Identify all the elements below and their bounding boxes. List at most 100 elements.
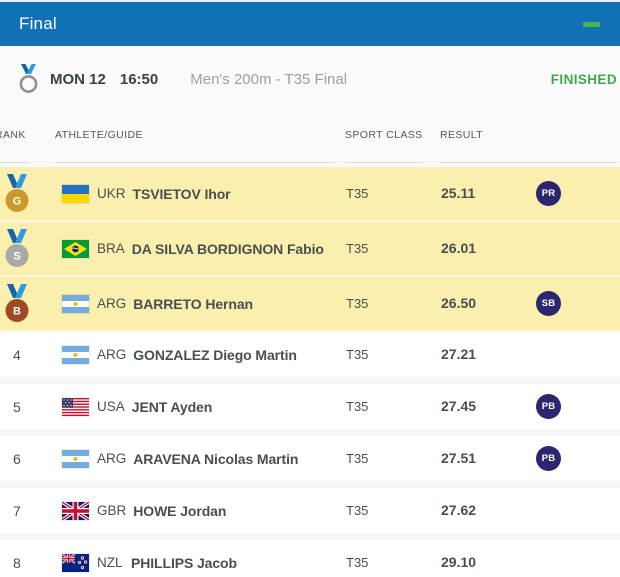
athlete-name[interactable]: PHILLIPS Jacob — [131, 554, 237, 571]
country-code: ARG — [97, 347, 127, 362]
rank-number: 8 — [13, 554, 21, 571]
header-spacer — [535, 129, 620, 167]
athlete-name[interactable]: BARRETO Hernan — [133, 295, 253, 312]
country-code: ARG — [97, 296, 127, 311]
header-athlete-guide: ATHLETE/GUIDE — [55, 129, 345, 167]
table-row: 4 ARG GONZALEZ Diego Martin T35 27.21 — [0, 332, 620, 384]
athlete-name[interactable]: HOWE Jordan — [133, 502, 227, 519]
table-row: 7 GBR HOWE Jordan T35 27.62 — [0, 488, 620, 540]
sport-class-value: T35 — [346, 240, 369, 256]
athlete-name[interactable]: ARAVENA Nicolas Martin — [133, 450, 299, 467]
sport-class-value: T35 — [346, 502, 369, 518]
country-code: ARG — [97, 451, 127, 466]
table-row: B 3 ARG BARRETO Hernan T35 26.50 SB — [0, 277, 620, 332]
usa-flag-icon — [62, 397, 89, 416]
sport-class-cell: T35 — [345, 554, 440, 572]
country-code: BRA — [97, 241, 125, 256]
result-cell: 26.50 — [440, 295, 535, 313]
result-value: 27.21 — [441, 345, 477, 362]
badge-cell: PB — [535, 446, 620, 471]
athlete-cell: ARG BARRETO Hernan — [55, 294, 345, 313]
minus-icon — [582, 21, 600, 27]
arg-flag-icon — [62, 294, 89, 313]
rank-number: 5 — [13, 398, 21, 415]
bronze-medal-icon: B — [2, 283, 32, 324]
athlete-cell: ARG ARAVENA Nicolas Martin — [55, 449, 345, 468]
sport-class-value: T35 — [346, 185, 369, 201]
athlete-cell: USA JENT Ayden — [55, 397, 345, 416]
country-code: NZL — [97, 555, 123, 570]
header-result: RESULT — [440, 129, 617, 167]
record-badge: PB — [536, 394, 561, 419]
athlete-name[interactable]: GONZALEZ Diego Martin — [133, 346, 297, 363]
country-code: UKR — [97, 186, 126, 201]
athlete-cell: ARG GONZALEZ Diego Martin — [55, 345, 345, 364]
svg-text:B: B — [13, 305, 21, 317]
athlete-name[interactable]: JENT Ayden — [131, 398, 213, 415]
sport-class-cell: T35 — [345, 398, 440, 416]
arg-flag-icon — [62, 345, 89, 364]
record-badge: SB — [536, 291, 561, 316]
result-value: 27.62 — [441, 501, 477, 518]
gbr-flag-icon — [62, 501, 89, 520]
record-badge: PR — [536, 181, 561, 206]
sport-class-cell: T35 — [345, 185, 440, 203]
athlete-cell: BRA DA SILVA BORDIGNON Fabio — [55, 239, 345, 258]
header-rank: RANK — [0, 129, 55, 167]
sport-class-cell: T35 — [345, 295, 440, 313]
rank-cell: 4 — [0, 332, 55, 377]
rank-cell: 5 — [0, 384, 55, 429]
result-value: 25.11 — [441, 184, 476, 201]
arg-flag-icon — [62, 449, 89, 468]
rank-cell: 6 — [0, 436, 55, 481]
svg-text:G: G — [13, 195, 22, 207]
sport-class-value: T35 — [346, 295, 369, 311]
sport-class-cell: T35 — [345, 346, 440, 364]
athlete-cell: NZL PHILLIPS Jacob — [55, 553, 345, 572]
athlete-name[interactable]: DA SILVA BORDIGNON Fabio — [131, 240, 324, 257]
rank-cell: B 3 — [0, 277, 55, 330]
sport-class-cell: T35 — [345, 502, 440, 520]
result-cell: 25.11 — [440, 185, 535, 203]
result-value: 27.51 — [441, 449, 477, 466]
sport-class-value: T35 — [346, 346, 369, 362]
collapse-button[interactable] — [580, 13, 602, 35]
sport-class-value: T35 — [346, 398, 369, 414]
rank-cell: G 1 — [0, 167, 55, 220]
sport-class-cell: T35 — [345, 450, 440, 468]
bra-flag-icon — [62, 239, 89, 258]
nzl-flag-icon — [62, 553, 89, 572]
table-row: S 2 BRA DA SILVA BORDIGNON Fabio T35 26.… — [0, 222, 620, 277]
header-sport-class: SPORT CLASS — [345, 129, 440, 167]
result-value: 27.45 — [441, 397, 477, 414]
result-value: 26.50 — [441, 294, 477, 311]
gold-medal-icon: G — [2, 173, 32, 214]
rank-number: 4 — [13, 346, 21, 363]
panel-header: Final — [0, 0, 620, 46]
result-cell: 27.62 — [440, 502, 535, 520]
medal-event-icon — [15, 64, 42, 94]
event-name: Men's 200m - T35 Final — [190, 70, 348, 88]
event-status-badge: FINISHED — [550, 71, 617, 87]
result-value: 29.10 — [441, 553, 477, 570]
svg-text:S: S — [13, 250, 20, 262]
rank-cell: 7 — [0, 488, 55, 533]
event-info-bar: MON 12 16:50 Men's 200m - T35 Final FINI… — [0, 46, 620, 112]
result-cell: 27.51 — [440, 450, 535, 468]
record-badge: PB — [536, 446, 561, 471]
ukr-flag-icon — [62, 184, 89, 203]
panel-title: Final — [19, 14, 57, 33]
result-value: 26.01 — [441, 239, 477, 256]
table-header-row: RANK ATHLETE/GUIDE SPORT CLASS RESULT — [0, 112, 620, 167]
sport-class-value: T35 — [346, 450, 369, 466]
athlete-name[interactable]: TSVIETOV Ihor — [132, 185, 231, 202]
result-cell: 26.01 — [440, 240, 535, 258]
silver-medal-icon: S — [2, 228, 32, 269]
table-row: 8 NZL PHILLIPS Jacob T35 29.10 — [0, 540, 620, 577]
sport-class-cell: T35 — [345, 240, 440, 258]
rank-number: 6 — [13, 450, 21, 467]
result-cell: 27.21 — [440, 346, 535, 364]
country-code: USA — [97, 399, 125, 414]
table-row: G 1 UKR TSVIETOV Ihor T35 25.11 PR — [0, 167, 620, 222]
